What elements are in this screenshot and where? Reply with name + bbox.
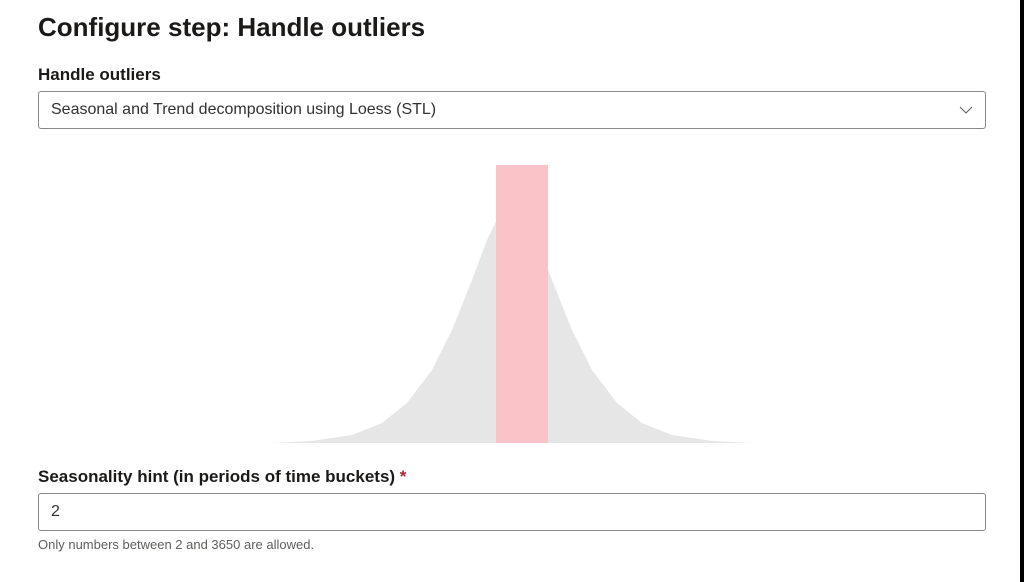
seasonality-hint-label-text: Seasonality hint (in periods of time buc…: [38, 467, 395, 486]
handle-outliers-label: Handle outliers: [38, 65, 986, 85]
seasonality-hint-label: Seasonality hint (in periods of time buc…: [38, 467, 986, 487]
handle-outliers-selected-value: Seasonal and Trend decomposition using L…: [51, 101, 436, 119]
handle-outliers-select[interactable]: Seasonal and Trend decomposition using L…: [38, 91, 986, 129]
seasonality-hint-helper: Only numbers between 2 and 3650 are allo…: [38, 537, 986, 552]
handle-outliers-select-wrapper: Seasonal and Trend decomposition using L…: [38, 91, 986, 129]
distribution-chart: [38, 165, 986, 445]
right-border: [1020, 0, 1024, 582]
seasonality-hint-input[interactable]: [38, 493, 986, 531]
highlight-bar: [496, 165, 548, 443]
required-star-icon: *: [400, 467, 407, 486]
page-title: Configure step: Handle outliers: [38, 12, 986, 43]
